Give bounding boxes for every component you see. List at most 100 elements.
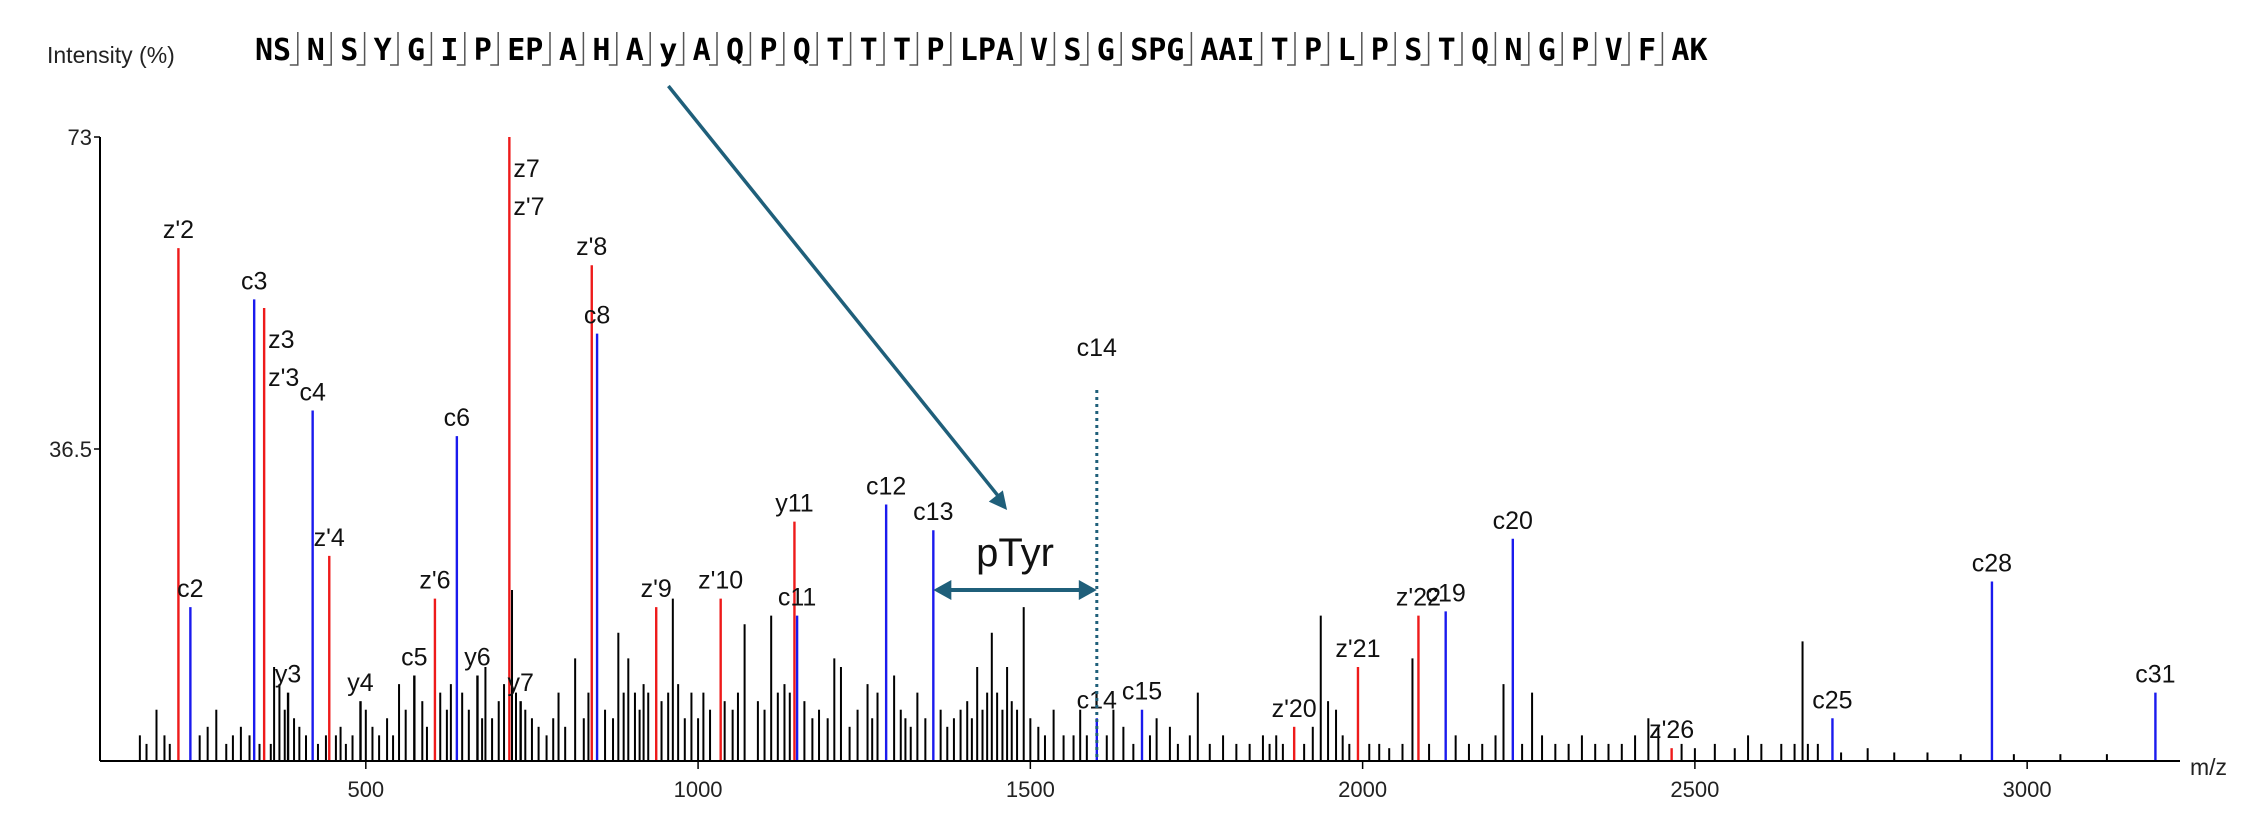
x-tick-label: 1500 <box>1006 777 1055 802</box>
fragment-bracket <box>1587 32 1597 66</box>
sequence-residue: T <box>826 33 844 68</box>
y-axis-label: Intensity (%) <box>47 42 175 68</box>
sequence-residue: V <box>1605 33 1623 68</box>
sequence-residue: AK <box>1671 33 1707 68</box>
peak-label: z'21 <box>1335 635 1380 663</box>
fragment-bracket <box>942 32 952 66</box>
fragment-bracket <box>356 32 366 66</box>
sequence-residue: F <box>1638 33 1656 68</box>
fragment-bracket <box>1487 32 1497 66</box>
fragment-bracket <box>842 32 852 66</box>
sequence-residue: Y <box>374 33 392 68</box>
fragment-bracket <box>876 32 885 66</box>
sequence-residue: A <box>693 33 711 68</box>
sequence-residue: Q <box>793 33 811 68</box>
fragment-bracket <box>709 32 718 66</box>
peak-label: c5 <box>401 644 427 672</box>
peak-label: z7 z'7 <box>513 155 544 221</box>
peak-label: z'22 <box>1396 584 1441 612</box>
fragment-bracket <box>1079 32 1089 66</box>
sequence-residue: H <box>592 33 610 68</box>
fragment-bracket <box>323 32 332 66</box>
fragment-bracket <box>1046 32 1056 66</box>
fragment-bracket <box>1387 32 1396 66</box>
sequence-residue: G <box>1538 33 1556 68</box>
peak-label: c11 <box>778 584 816 612</box>
ptyr-label: pTyr <box>976 531 1054 575</box>
fragment-bracket <box>642 32 651 66</box>
peak-label: z3 z'3 <box>268 326 299 392</box>
peak-label: y6 <box>464 644 490 672</box>
sequence-residue: S <box>1063 33 1081 68</box>
sequence-residue: SPG <box>1130 33 1184 68</box>
x-tick-label: 2500 <box>1670 777 1719 802</box>
sequence-residue: y <box>659 33 677 68</box>
fragment-bracket <box>909 32 919 66</box>
sequence-residue: I <box>440 33 458 68</box>
fragment-bracket <box>1554 32 1563 66</box>
sequence-residue: A <box>626 33 644 68</box>
peak-label: c15 <box>1122 678 1162 706</box>
peak-label: z'20 <box>1272 695 1317 723</box>
peak-label: c13 <box>913 498 953 526</box>
peak-label: z'26 <box>1649 716 1694 744</box>
sequence-residue: P <box>759 33 777 68</box>
sequence-residue: T <box>860 33 878 68</box>
y-tick-label: 36.5 <box>49 437 92 462</box>
peak-label: y3 <box>275 661 301 689</box>
peak-label: z'8 <box>576 233 607 261</box>
fragment-bracket <box>1353 32 1363 66</box>
fragment-bracket <box>542 32 551 66</box>
x-axis-label: m/z <box>2190 754 2227 780</box>
sequence-residue: G <box>407 33 425 68</box>
fragment-bracket <box>608 32 618 66</box>
arrowhead-left <box>933 580 952 601</box>
peak-label: c6 <box>444 404 470 432</box>
peak-label-line: z3 <box>268 326 294 354</box>
sequence-residue: S <box>340 33 358 68</box>
sequence-residue: P <box>1304 33 1322 68</box>
peak-label-line: z7 <box>513 155 539 183</box>
sequence-residue: P <box>1371 33 1389 68</box>
arrowhead-right <box>1078 580 1097 601</box>
sequence-residue: N <box>1504 33 1522 68</box>
fragment-bracket <box>1253 32 1263 66</box>
peak-label-line: z'3 <box>268 364 299 392</box>
fragment-bracket <box>1287 32 1296 66</box>
fragment-bracket <box>490 32 499 66</box>
fragment-bracket <box>1013 32 1022 66</box>
sequence-residue: Q <box>1471 33 1489 68</box>
peak-label: z'10 <box>698 567 743 595</box>
sequence-residue: S <box>1404 33 1422 68</box>
x-tick-label: 2000 <box>1338 777 1387 802</box>
sequence-residue: AAI <box>1200 33 1254 68</box>
sequence-residue: L <box>1337 33 1355 68</box>
axes: 500 1000 1500 2000 2500 3000 36.5 73 <box>49 125 2180 802</box>
peak-label: c31 <box>2135 661 2175 689</box>
fragment-bracket <box>1113 32 1122 66</box>
pointer-arrowhead <box>988 490 1008 511</box>
sequence-residue: EP <box>507 33 543 68</box>
annotations: c14 pTyr <box>667 84 1117 761</box>
x-tick-label: 3000 <box>2003 777 2052 802</box>
fragment-bracket <box>1520 32 1530 66</box>
peak-label: y11 <box>775 490 813 518</box>
fragment-bracket <box>456 32 466 66</box>
peak-label: z'9 <box>641 575 672 603</box>
peak-label: z'6 <box>419 567 450 595</box>
fragment-bracket <box>1654 32 1664 66</box>
fragment-bracket <box>809 32 818 66</box>
sequence-residue: P <box>1571 33 1589 68</box>
fragment-bracket <box>575 32 585 66</box>
peak-label: c8 <box>584 302 610 330</box>
sequence-residue: T <box>1271 33 1289 68</box>
fragment-bracket <box>1621 32 1630 66</box>
sequence-residue: NS <box>255 33 291 68</box>
peak-label: c28 <box>1972 549 2012 577</box>
sequence-residue: T <box>1438 33 1456 68</box>
fragment-bracket <box>742 32 752 66</box>
peak-label: c3 <box>241 267 267 295</box>
